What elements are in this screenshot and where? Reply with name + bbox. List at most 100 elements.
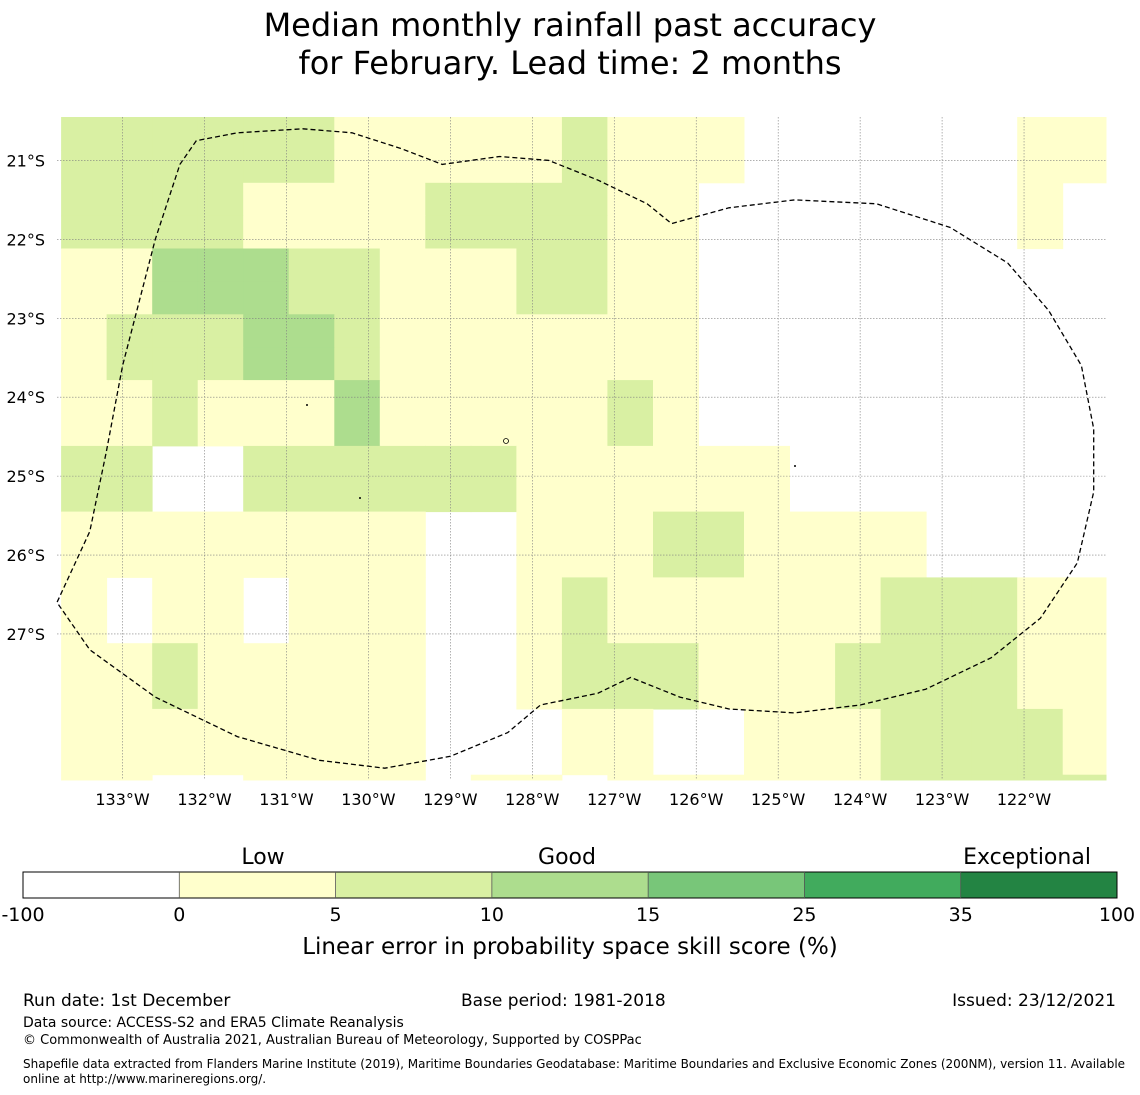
issued-date: Issued: 23/12/2021	[952, 991, 1116, 1011]
skill-cell	[106, 248, 153, 282]
skill-cell	[197, 643, 244, 677]
skill-cell	[152, 511, 199, 545]
skill-cell	[789, 577, 836, 611]
skill-cell	[607, 708, 654, 743]
skill-cell	[106, 445, 153, 480]
lon-label: 122°W	[997, 790, 1052, 809]
skill-cell	[789, 610, 836, 644]
run-date: Run date: 1st December	[23, 991, 231, 1011]
skill-cell	[243, 478, 290, 513]
skill-cell	[152, 708, 199, 743]
latitude-labels: 21°S 22°S 23°S 24°S 25°S 26°S 27°S	[6, 151, 45, 644]
skill-cell	[744, 610, 790, 644]
skill-cell	[1017, 117, 1064, 151]
skill-cell	[288, 182, 335, 217]
skill-cell	[516, 577, 563, 611]
skill-cell	[1017, 708, 1064, 743]
skill-cell	[197, 182, 244, 217]
skill-cell	[379, 215, 426, 250]
legend-label-exceptional: Exceptional	[963, 845, 1091, 870]
shapefile-credit: Shapefile data extracted from Flanders M…	[23, 1057, 1126, 1086]
colorbar-segment	[23, 872, 180, 898]
skill-cell	[789, 643, 836, 677]
skill-cell	[334, 380, 381, 414]
skill-cell	[607, 347, 654, 381]
skill-cell	[835, 544, 882, 578]
skill-cell	[288, 347, 335, 381]
skill-cell	[1017, 577, 1064, 611]
colorbar-tick-label: 0	[173, 904, 185, 926]
colorbar-segment	[960, 872, 1118, 898]
skill-cell	[561, 708, 608, 743]
skill-cell	[288, 117, 335, 151]
skill-cell	[334, 708, 381, 743]
skill-cell	[607, 215, 654, 250]
skill-cell	[379, 182, 426, 217]
skill-cell	[61, 676, 108, 710]
skill-cell	[1017, 215, 1064, 250]
skill-cell	[197, 741, 244, 776]
skill-cell	[243, 676, 290, 710]
skill-cell	[516, 413, 563, 447]
skill-cell	[106, 544, 153, 578]
skill-cell	[835, 511, 882, 545]
skill-cell	[470, 380, 517, 414]
skill-cell	[425, 478, 472, 513]
skill-cell	[607, 445, 654, 480]
skill-cell	[1062, 610, 1107, 644]
skill-cell	[379, 380, 426, 414]
island-marker	[503, 438, 509, 444]
skill-cell	[516, 676, 563, 710]
skill-cell	[926, 643, 973, 677]
skill-cell	[1017, 149, 1064, 184]
skill-cell	[789, 708, 836, 743]
skill-cell	[425, 117, 472, 151]
skill-cell	[561, 676, 608, 710]
skill-cell	[880, 511, 927, 545]
lon-label: 124°W	[833, 790, 888, 809]
skill-cell	[379, 347, 426, 381]
skill-cell	[698, 610, 745, 644]
skill-cell	[835, 774, 882, 781]
skill-cell	[288, 676, 335, 710]
skill-cell	[561, 314, 608, 348]
skill-cell	[379, 248, 426, 282]
skill-cell	[197, 215, 244, 250]
skill-cell	[470, 478, 517, 513]
skill-cell	[653, 774, 699, 781]
skill-cell	[197, 149, 244, 184]
skill-cell	[288, 248, 335, 282]
skill-cell	[197, 281, 244, 315]
skill-cell	[243, 511, 290, 545]
skill-cell	[653, 182, 699, 217]
skill-cell	[561, 248, 608, 282]
skill-cell	[61, 182, 108, 217]
skill-cell	[516, 610, 563, 644]
skill-cell	[516, 347, 563, 381]
skill-cell	[561, 478, 608, 513]
skill-cell	[379, 544, 426, 578]
skill-cell	[1062, 774, 1107, 781]
eez-boundary	[56, 128, 1095, 769]
skill-cell	[197, 347, 244, 381]
lat-label: 27°S	[6, 625, 45, 644]
skill-cell	[880, 610, 927, 644]
skill-cell	[61, 774, 108, 781]
skill-cell	[744, 544, 790, 578]
skill-cell	[243, 182, 290, 217]
skill-cell	[653, 281, 699, 315]
skill-cell	[607, 511, 654, 545]
skill-cell	[334, 413, 381, 447]
skill-cell	[653, 314, 699, 348]
skill-cell	[470, 314, 517, 348]
skill-cell	[607, 610, 654, 644]
skill-cell	[152, 544, 199, 578]
skill-cell	[744, 445, 790, 480]
skill-cell	[197, 676, 244, 710]
lon-label: 130°W	[341, 790, 396, 809]
skill-cell	[926, 708, 973, 743]
skill-cell	[288, 610, 335, 644]
skill-cell	[607, 248, 654, 282]
skill-cell	[653, 676, 699, 710]
colorbar-tick-label: 15	[636, 904, 660, 926]
